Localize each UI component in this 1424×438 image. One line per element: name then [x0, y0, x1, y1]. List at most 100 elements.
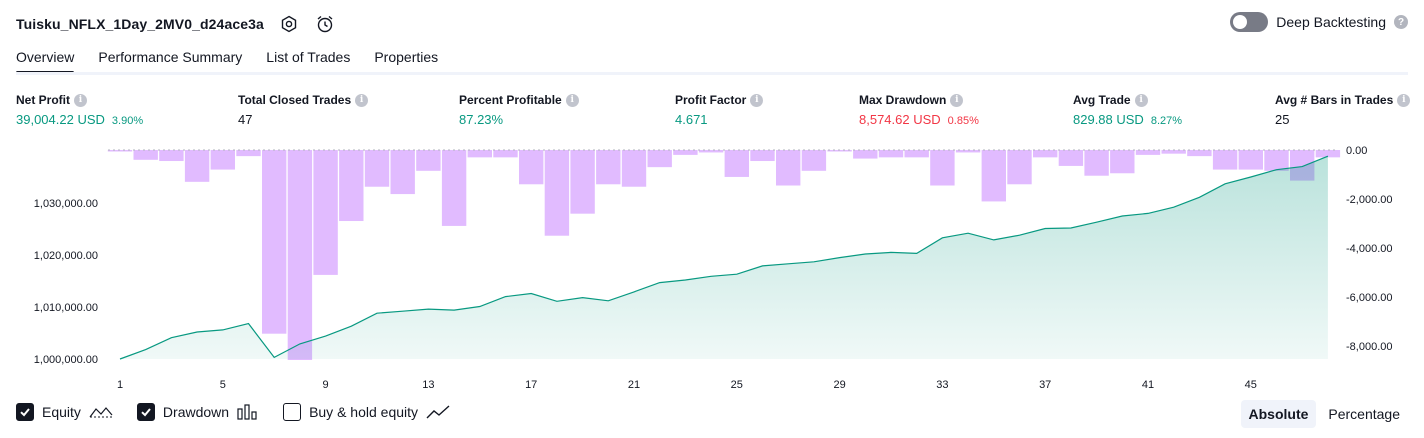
equity-area: [120, 156, 1328, 359]
deep-backtesting-toggle[interactable]: [1230, 12, 1269, 32]
drawdown-bar: [313, 150, 338, 275]
metric-profit-factor: Profit Factor i 4.671: [675, 93, 764, 127]
drawdown-bar: [107, 150, 133, 152]
drawdown-bar: [750, 150, 775, 162]
drawdown-bar: [853, 150, 878, 159]
drawdown-bar: [827, 150, 852, 152]
metric-label: Avg Trade: [1073, 93, 1131, 107]
x-axis-tick: 29: [833, 379, 845, 391]
drawdown-bar: [1033, 150, 1058, 158]
left-axis-tick: 1,020,000.00: [34, 250, 98, 262]
metric-label: Net Profit: [16, 93, 70, 107]
drawdown-bar: [1084, 150, 1109, 176]
legend-buy-hold-label: Buy & hold equity: [309, 404, 419, 420]
metric-value: 39,004.22 USD: [16, 112, 105, 127]
legend-buy-hold[interactable]: Buy & hold equity: [283, 403, 450, 421]
drawdown-bar: [1007, 150, 1032, 185]
drawdown-bars: [107, 149, 1341, 360]
drawdown-bar: [493, 150, 518, 158]
drawdown-bar: [184, 150, 210, 182]
tab-properties[interactable]: Properties: [374, 49, 439, 65]
tab-overview[interactable]: Overview: [16, 44, 75, 74]
drawdown-bar: [544, 150, 570, 236]
info-icon[interactable]: i: [74, 93, 87, 107]
left-axis-tick: 1,000,000.00: [34, 354, 98, 366]
metric-label: Total Closed Trades: [238, 93, 352, 107]
info-icon[interactable]: i: [1134, 93, 1148, 107]
tab-performance-summary[interactable]: Performance Summary: [98, 49, 243, 65]
drawdown-bar: [930, 150, 955, 186]
right-axis-tick: -6,000.00: [1346, 292, 1392, 304]
drawdown-bar: [621, 150, 647, 187]
legend-drawdown[interactable]: Drawdown: [136, 403, 259, 421]
x-axis-tick: 9: [323, 379, 329, 391]
deep-backtesting-label: Deep Backtesting: [1276, 14, 1386, 30]
metric-value: 25: [1275, 112, 1290, 127]
equity-checkbox[interactable]: [16, 403, 34, 421]
chart-legend: Equity Drawdown Buy & hold equity: [16, 403, 450, 421]
drawdown-bar: [955, 150, 981, 153]
help-icon[interactable]: ?: [1394, 15, 1408, 29]
metric-percent-profitable: Percent Profitable i 87.23%: [459, 93, 579, 127]
metric-label: Avg # Bars in Trades: [1275, 93, 1394, 107]
drawdown-bar: [364, 150, 390, 187]
x-axis-tick: 17: [525, 379, 537, 391]
drawdown-bar: [1264, 150, 1289, 171]
drawdown-bar: [1135, 150, 1161, 155]
metric-label: Percent Profitable: [459, 93, 562, 107]
equity-drawdown-chart[interactable]: 1,000,000.00 1,010,000.00 1,020,000.00 1,03…: [0, 138, 1424, 394]
metric-value: 8,574.62 USD: [859, 112, 941, 127]
settings-icon[interactable]: [278, 13, 300, 35]
drawdown-checkbox[interactable]: [136, 403, 155, 421]
x-axis-tick: 45: [1245, 379, 1257, 391]
right-axis-tick: -2,000.00: [1346, 194, 1392, 206]
metric-avg-bars-in-trades: Avg # Bars in Trades i 25: [1275, 93, 1411, 127]
legend-equity[interactable]: Equity: [16, 403, 113, 421]
tab-list-of-trades[interactable]: List of Trades: [266, 49, 351, 65]
x-axis-tick: 5: [220, 379, 226, 391]
drawdown-bar: [596, 150, 621, 185]
alarm-clock-icon[interactable]: [314, 13, 336, 35]
info-icon[interactable]: i: [1397, 93, 1411, 107]
right-axis-tick: -4,000.00: [1346, 243, 1392, 255]
drawdown-bar: [878, 150, 904, 158]
x-axis-tick: 21: [628, 379, 640, 391]
right-axis: 0.00 -2,000.00 -4,000.00 -6,000.00 -8,000.00: [1346, 145, 1392, 353]
info-icon[interactable]: i: [565, 93, 579, 107]
drawdown-bar: [1058, 150, 1084, 166]
x-axis-tick: 1: [117, 379, 123, 391]
x-axis-tick: 37: [1039, 379, 1051, 391]
drawdown-bar: [673, 150, 698, 155]
drawdown-bar: [570, 150, 595, 214]
drawdown-bar: [441, 150, 467, 226]
drawdown-bar: [1238, 150, 1263, 170]
percentage-button[interactable]: Percentage: [1328, 406, 1400, 422]
legend-equity-label: Equity: [42, 404, 81, 420]
drawdown-bar: [1110, 150, 1135, 174]
strategy-name: Tuisku_NFLX_1Day_2MV0_d24ace3a: [16, 16, 264, 32]
left-axis-tick: 1,010,000.00: [34, 302, 98, 314]
info-icon[interactable]: i: [355, 93, 369, 107]
drawdown-bar: [1212, 150, 1238, 170]
drawdown-bar: [1161, 150, 1186, 154]
metric-value: 87.23%: [459, 112, 504, 127]
x-axis: 1 5 9 13 17 21 25 29 33 37 41 45: [117, 379, 1257, 391]
absolute-button[interactable]: Absolute: [1240, 400, 1317, 428]
drawdown-bar: [159, 150, 184, 162]
scale-mode-toggle: Absolute Percentage: [1240, 400, 1409, 428]
legend-drawdown-label: Drawdown: [162, 404, 230, 420]
info-icon[interactable]: i: [950, 93, 964, 107]
report-header: Tuisku_NFLX_1Day_2MV0_d24ace3a: [16, 10, 336, 38]
info-icon[interactable]: i: [750, 93, 764, 107]
metric-avg-trade: Avg Trade i 829.88 USD 8.27%: [1073, 93, 1182, 127]
drawdown-bar: [724, 150, 749, 177]
buy-hold-checkbox[interactable]: [283, 403, 302, 421]
drawdown-bar: [904, 150, 929, 158]
drawdown-bar: [1187, 150, 1212, 157]
drawdown-bar: [133, 150, 158, 160]
metric-value: 829.88 USD: [1073, 112, 1144, 127]
drawdown-bar: [262, 150, 287, 334]
buy-hold-line-icon: [426, 404, 450, 420]
drawdown-bars-icon: [237, 404, 259, 420]
metric-label: Profit Factor: [675, 93, 747, 107]
